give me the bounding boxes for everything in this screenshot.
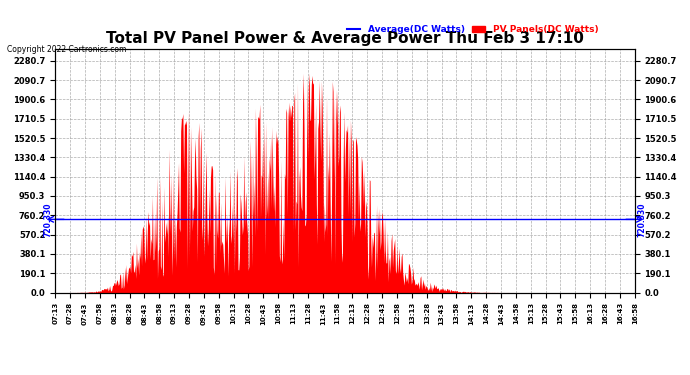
Text: Copyright 2022 Cartronics.com: Copyright 2022 Cartronics.com (7, 45, 126, 54)
Legend: Average(DC Watts), PV Panels(DC Watts): Average(DC Watts), PV Panels(DC Watts) (343, 22, 602, 38)
Title: Total PV Panel Power & Average Power Thu Feb 3 17:10: Total PV Panel Power & Average Power Thu… (106, 31, 584, 46)
Text: 720.330: 720.330 (43, 202, 52, 237)
Text: 720.330: 720.330 (638, 202, 647, 237)
